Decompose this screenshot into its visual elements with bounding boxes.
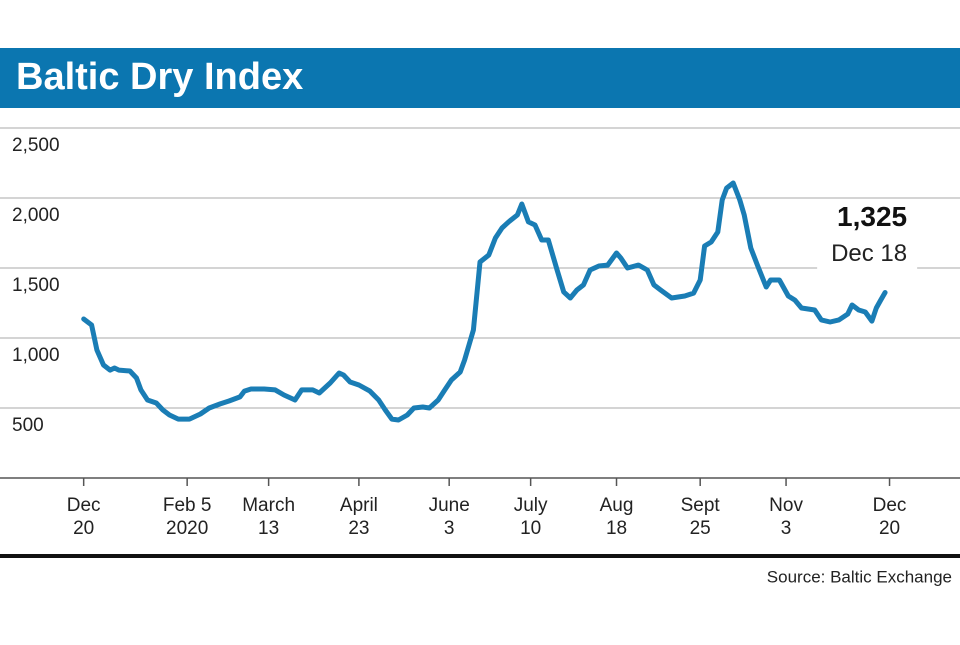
y-tick-label: 2,000 xyxy=(12,205,60,226)
x-tick-label: Feb 5 xyxy=(163,495,212,516)
value-label: 1,325 xyxy=(837,201,907,232)
label-backdrop xyxy=(817,200,918,271)
x-tick-label: 13 xyxy=(258,518,279,539)
y-tick-label: 1,000 xyxy=(12,345,60,366)
y-tick-label: 2,500 xyxy=(12,135,60,156)
x-tick-label: March xyxy=(242,495,295,516)
annotation: Dec 18 xyxy=(831,240,907,267)
source: Source: Baltic Exchange xyxy=(767,567,952,586)
title-bar xyxy=(0,48,960,108)
x-tick-label: Nov xyxy=(769,495,803,516)
x-tick-label: July xyxy=(514,495,548,516)
y-tick-label: 1,500 xyxy=(12,275,60,296)
x-tick-label: 20 xyxy=(73,518,94,539)
line xyxy=(81,180,888,423)
x-tick-label: April xyxy=(340,495,378,516)
x-tick-label: Aug xyxy=(600,495,634,516)
x-tick-label: 23 xyxy=(348,518,369,539)
x-tick-label: 2020 xyxy=(166,518,208,539)
x-tick-label: Dec xyxy=(873,495,907,516)
x-tick-label: 18 xyxy=(606,518,627,539)
x-tick-label: 3 xyxy=(781,518,792,539)
x-tick-label: Sept xyxy=(681,495,721,516)
x-tick-label: 3 xyxy=(444,518,455,539)
x-tick-label: 25 xyxy=(690,518,711,539)
y-tick-label: 500 xyxy=(12,415,44,436)
x-tick-label: June xyxy=(429,495,470,516)
x-tick-label: 10 xyxy=(520,518,541,539)
x-tick-label: Dec xyxy=(67,495,101,516)
x-tick-label: 20 xyxy=(879,518,900,539)
chart-title: Baltic Dry Index xyxy=(16,56,303,98)
